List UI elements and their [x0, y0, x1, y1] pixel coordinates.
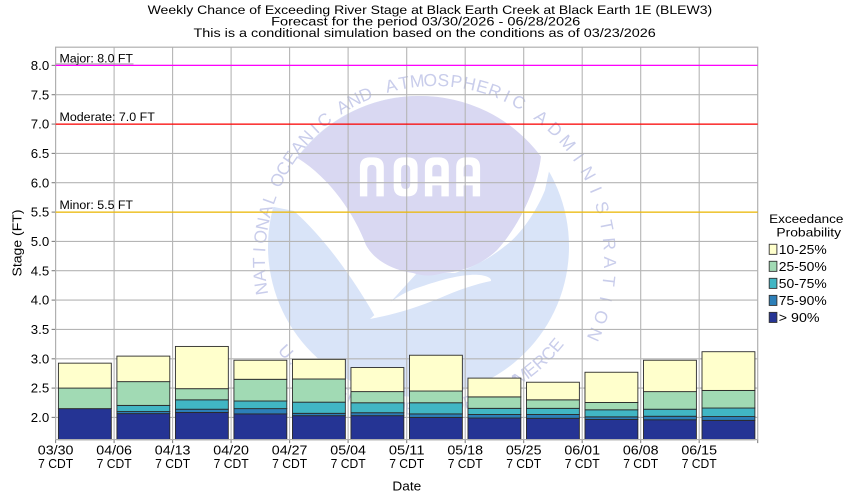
- svg-text:I: I: [586, 184, 606, 196]
- svg-text:04/06: 04/06: [96, 443, 132, 457]
- svg-text:7.5: 7.5: [31, 88, 49, 102]
- svg-text:3.0: 3.0: [31, 352, 49, 366]
- svg-text:N: N: [576, 163, 600, 184]
- svg-text:O: O: [250, 229, 272, 245]
- svg-text:7 CDT: 7 CDT: [331, 457, 366, 471]
- svg-text:A: A: [254, 203, 277, 220]
- svg-text:7 CDT: 7 CDT: [155, 457, 190, 471]
- svg-text:C: C: [508, 90, 529, 114]
- svg-text:04/20: 04/20: [213, 443, 249, 457]
- svg-text:> 90%: > 90%: [779, 311, 820, 325]
- svg-text:7 CDT: 7 CDT: [214, 457, 249, 471]
- svg-text:N: N: [252, 216, 274, 232]
- svg-text:05/11: 05/11: [389, 443, 425, 457]
- svg-text:I: I: [249, 247, 269, 253]
- svg-text:7 CDT: 7 CDT: [38, 457, 73, 471]
- svg-text:05/18: 05/18: [447, 443, 483, 457]
- svg-text:N: N: [583, 325, 606, 345]
- svg-text:05/04: 05/04: [330, 443, 366, 457]
- svg-text:I: I: [569, 150, 588, 165]
- svg-text:This is a conditional simulati: This is a conditional simulation based o…: [194, 26, 656, 40]
- svg-text:S: S: [591, 199, 614, 216]
- svg-text:T: T: [249, 257, 269, 268]
- svg-text:5.5: 5.5: [31, 206, 49, 220]
- svg-text:R: R: [599, 237, 620, 251]
- svg-text:8.0: 8.0: [31, 59, 49, 73]
- svg-text:4.5: 4.5: [31, 264, 49, 278]
- svg-text:75-90%: 75-90%: [779, 294, 827, 308]
- svg-text:Moderate: 7.0 FT: Moderate: 7.0 FT: [60, 110, 156, 124]
- svg-text:3.5: 3.5: [31, 323, 49, 337]
- svg-text:I: I: [596, 295, 617, 304]
- svg-text:7 CDT: 7 CDT: [565, 457, 600, 471]
- svg-text:O: O: [589, 308, 612, 327]
- svg-text:Major: 8.0 FT: Major: 8.0 FT: [60, 51, 134, 65]
- svg-text:Exceedance: Exceedance: [769, 212, 843, 226]
- svg-text:25-50%: 25-50%: [779, 260, 827, 274]
- svg-text:06/15: 06/15: [681, 443, 717, 457]
- svg-text:Forecast for the period 03/30/: Forecast for the period 03/30/2026 - 06/…: [271, 15, 580, 29]
- svg-text:06/01: 06/01: [564, 443, 600, 457]
- svg-text:T: T: [596, 218, 618, 233]
- svg-text:E: E: [474, 76, 491, 98]
- svg-text:7 CDT: 7 CDT: [623, 457, 658, 471]
- svg-text:04/27: 04/27: [272, 443, 308, 457]
- svg-text:7 CDT: 7 CDT: [506, 457, 541, 471]
- svg-text:03/30: 03/30: [38, 443, 74, 457]
- svg-text:7.0: 7.0: [31, 118, 49, 132]
- svg-text:2.0: 2.0: [31, 411, 49, 425]
- svg-text:04/13: 04/13: [155, 443, 191, 457]
- svg-text:6.0: 6.0: [31, 176, 49, 190]
- svg-text:P: P: [449, 71, 463, 92]
- svg-text:T: T: [397, 72, 411, 94]
- svg-text:M: M: [409, 70, 425, 91]
- svg-text:A: A: [249, 269, 270, 283]
- svg-text:Weekly Chance of Exceeding Riv: Weekly Chance of Exceeding River Stage a…: [148, 3, 713, 17]
- svg-text:7 CDT: 7 CDT: [389, 457, 424, 471]
- svg-text:5.0: 5.0: [31, 235, 49, 249]
- svg-text:50-75%: 50-75%: [779, 277, 827, 291]
- svg-text:06/08: 06/08: [623, 443, 659, 457]
- svg-text:S: S: [437, 70, 450, 91]
- svg-text:7 CDT: 7 CDT: [682, 457, 717, 471]
- svg-text:A: A: [383, 74, 400, 96]
- svg-text:Minor: 5.5 FT: Minor: 5.5 FT: [60, 198, 134, 212]
- svg-text:Stage (FT): Stage (FT): [10, 210, 25, 277]
- svg-text:A: A: [600, 256, 620, 268]
- svg-text:N: N: [250, 281, 272, 297]
- svg-text:05/25: 05/25: [506, 443, 542, 457]
- svg-text:10-25%: 10-25%: [779, 243, 827, 257]
- svg-text:Date: Date: [392, 478, 421, 493]
- svg-text:7 CDT: 7 CDT: [448, 457, 483, 471]
- svg-text:7 CDT: 7 CDT: [272, 457, 307, 471]
- svg-text:T: T: [598, 275, 619, 288]
- svg-text:4.0: 4.0: [31, 294, 49, 308]
- svg-text:O: O: [423, 70, 437, 90]
- svg-text:Probability: Probability: [776, 225, 842, 239]
- svg-text:6.5: 6.5: [31, 147, 49, 161]
- svg-text:7 CDT: 7 CDT: [97, 457, 132, 471]
- svg-text:2.5: 2.5: [31, 382, 49, 396]
